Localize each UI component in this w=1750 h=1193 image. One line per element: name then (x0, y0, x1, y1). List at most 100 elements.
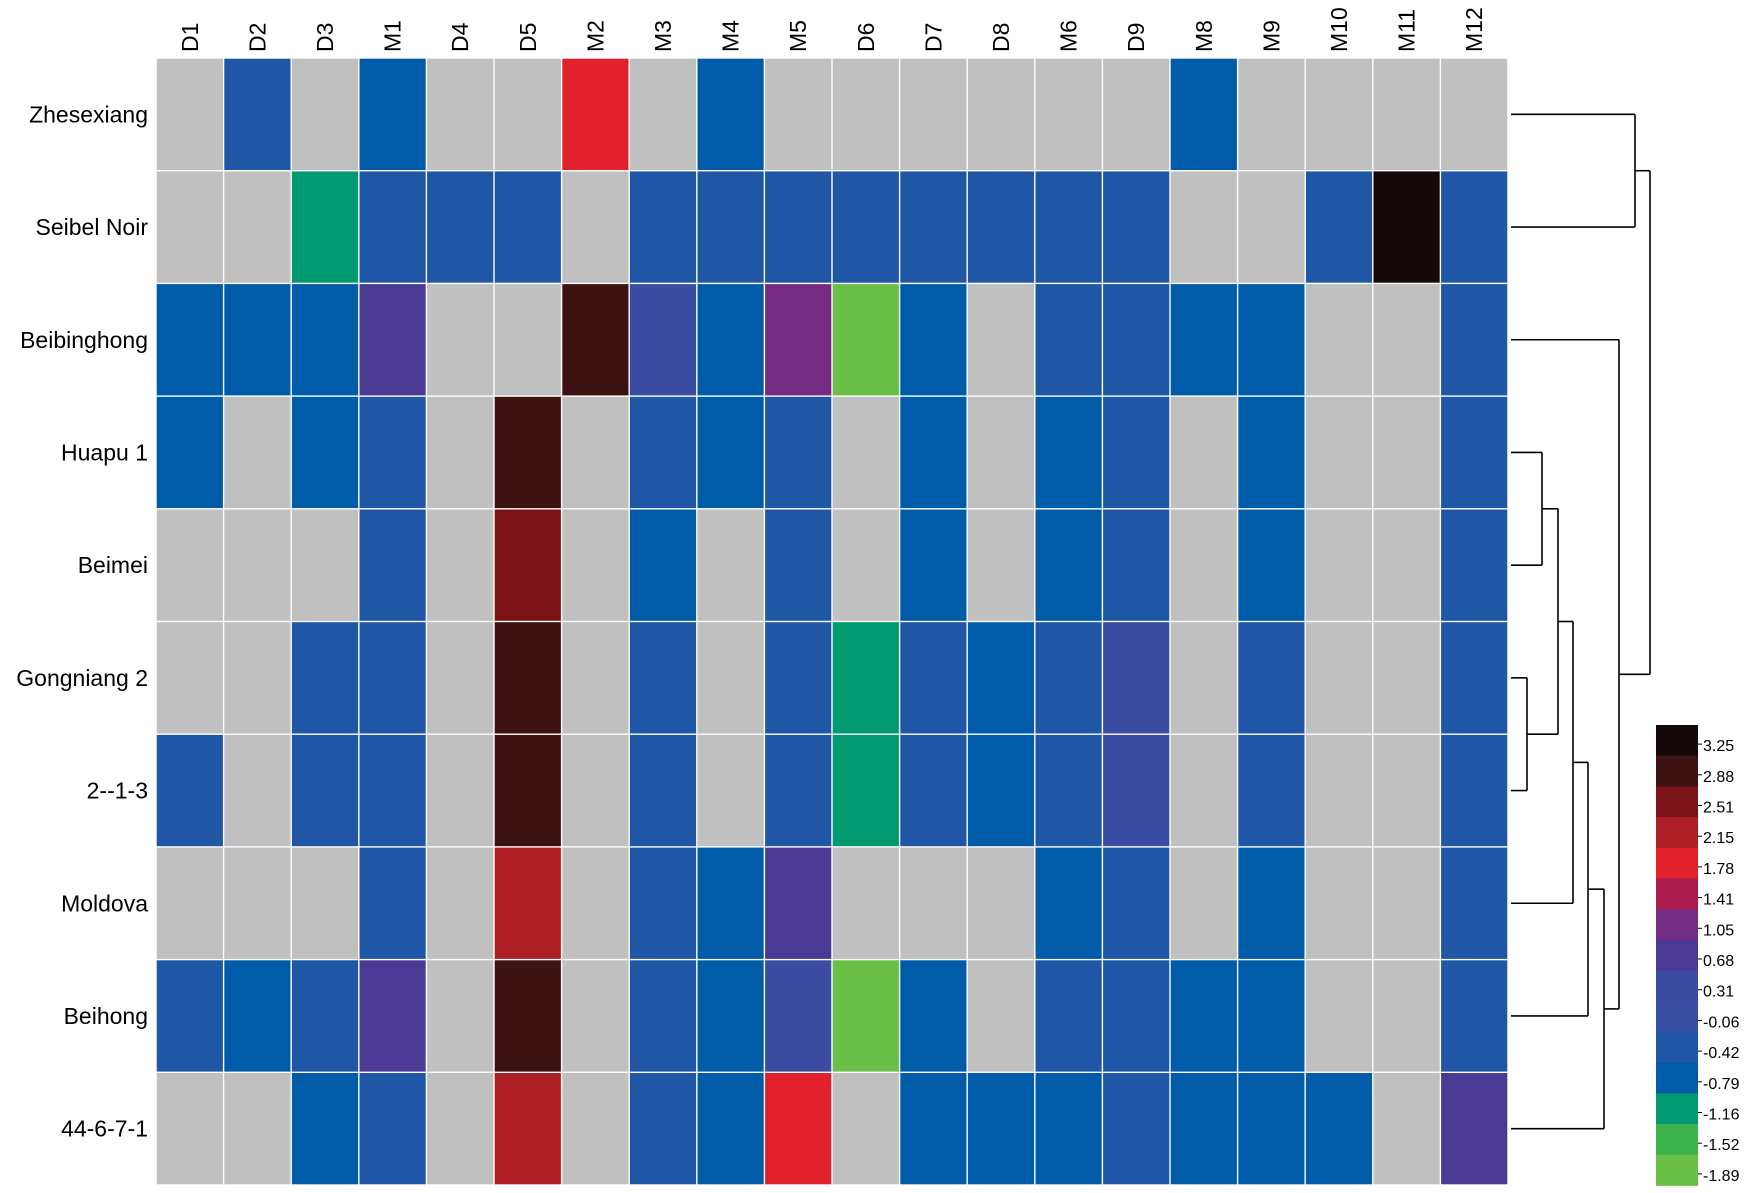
heatmap-cell (156, 284, 223, 396)
heatmap-cell (1305, 171, 1373, 283)
column-label: D8 (988, 23, 1014, 52)
heatmap-cell (427, 1073, 494, 1185)
heatmap-cell (1373, 396, 1440, 509)
colorbar-tick-label: 2.88 (1703, 769, 1734, 786)
colorbar-tick-label: -1.52 (1703, 1137, 1740, 1154)
colorbar-tick-label: 2.15 (1703, 830, 1734, 847)
heatmap-cell (1170, 960, 1237, 1072)
colorbar-swatch (1656, 1062, 1698, 1094)
heatmap-cell (427, 847, 494, 959)
heatmap-cell (224, 58, 291, 171)
heatmap-cell (494, 284, 561, 396)
heatmap-cell (359, 396, 426, 509)
heatmap-cell (765, 847, 832, 959)
heatmap-cell (1238, 622, 1305, 734)
heatmap-cell (562, 847, 629, 959)
heatmap-cell (1170, 734, 1237, 847)
heatmap-cell (900, 734, 967, 847)
heatmap-cell (697, 622, 764, 734)
heatmap-cell (359, 284, 426, 396)
heatmap-cell (1305, 960, 1373, 1072)
heatmap-cell (832, 396, 899, 509)
heatmap-cell (900, 960, 967, 1072)
column-labels: D1 D2 D3 M1 D4 D5 M2 M3 M4 M5 D6 D7 D8 M6 D9 M8 M9 M10 M11… (177, 7, 1487, 52)
heatmap-cell (629, 734, 697, 847)
colorbar-swatch (1656, 786, 1698, 818)
heatmap-cell (224, 284, 291, 396)
heatmap-cell (291, 1073, 359, 1185)
column-label: D6 (853, 23, 879, 52)
heatmap-cell (900, 396, 967, 509)
heatmap-cell (291, 58, 359, 171)
heatmap-cell (1035, 396, 1102, 509)
heatmap-cell (1103, 1073, 1170, 1185)
heatmap-cell (1103, 396, 1170, 509)
heatmap-cell (900, 1073, 967, 1185)
heatmap-cell (156, 58, 223, 171)
heatmap-cell (359, 58, 426, 171)
heatmap-cell (156, 734, 223, 847)
heatmap-cell (900, 622, 967, 734)
heatmap-cell (1441, 960, 1508, 1072)
row-label: Seibel Noir (36, 214, 149, 240)
heatmap-cell (697, 171, 764, 283)
heatmap-cell (1305, 284, 1373, 396)
heatmap-cell (1170, 622, 1237, 734)
heatmap-cell (224, 396, 291, 509)
heatmap-cell (224, 847, 291, 959)
column-label: M8 (1191, 20, 1217, 52)
heatmap-cell (1035, 1073, 1102, 1185)
heatmap-cell (1238, 171, 1305, 283)
heatmap-cell (1170, 1073, 1237, 1185)
heatmap-cell (494, 509, 561, 621)
heatmap-cell (629, 509, 697, 621)
heatmap-cell (765, 396, 832, 509)
heatmap-cell (765, 171, 832, 283)
colorbar-tick-label: 1.05 (1703, 922, 1734, 939)
heatmap-cell (1035, 960, 1102, 1072)
column-label: D3 (312, 23, 338, 52)
row-label: Moldova (61, 890, 148, 916)
colorbar-tick-label: 1.41 (1703, 892, 1734, 909)
heatmap-cell (562, 58, 629, 171)
colorbar-swatch (1656, 1032, 1698, 1064)
heatmap-cell (967, 1073, 1035, 1185)
column-label: M10 (1326, 7, 1352, 52)
heatmap-cell (156, 1073, 223, 1185)
column-label: D5 (515, 23, 541, 52)
colorbar-swatch (1656, 878, 1698, 910)
heatmap-cell (427, 734, 494, 847)
heatmap-cell (765, 58, 832, 171)
heatmap-cell (765, 622, 832, 734)
heatmap-cell (1305, 622, 1373, 734)
column-label: M1 (380, 20, 406, 52)
column-label: M4 (718, 20, 744, 52)
heatmap-cell (1441, 58, 1508, 171)
heatmap-cell (1103, 734, 1170, 847)
colorbar-swatch (1656, 1154, 1698, 1186)
heatmap-cell (832, 1073, 899, 1185)
heatmap-cell (697, 847, 764, 959)
heatmap-cell (629, 284, 697, 396)
colorbar-tick-label: -0.42 (1703, 1045, 1740, 1062)
colorbar-tick-label: 0.68 (1703, 953, 1734, 970)
heatmap-cell (1035, 58, 1102, 171)
heatmap-cell (629, 396, 697, 509)
heatmap-cell (967, 58, 1035, 171)
heatmap-cell (1238, 847, 1305, 959)
heatmap-cell (1035, 171, 1102, 283)
heatmap-cell (1103, 622, 1170, 734)
heatmap-cell (1035, 734, 1102, 847)
heatmap-cell (1238, 284, 1305, 396)
colorbar-swatch (1656, 725, 1698, 757)
heatmap-cell (1373, 847, 1440, 959)
heatmap-cell (1305, 58, 1373, 171)
heatmap-cell (1238, 58, 1305, 171)
heatmap-cell (291, 622, 359, 734)
heatmap-cells (156, 58, 1508, 1185)
heatmap-cell (697, 396, 764, 509)
heatmap-cell (1373, 734, 1440, 847)
heatmap-cell (1035, 509, 1102, 621)
heatmap-cell (832, 58, 899, 171)
heatmap-cell (1441, 396, 1508, 509)
